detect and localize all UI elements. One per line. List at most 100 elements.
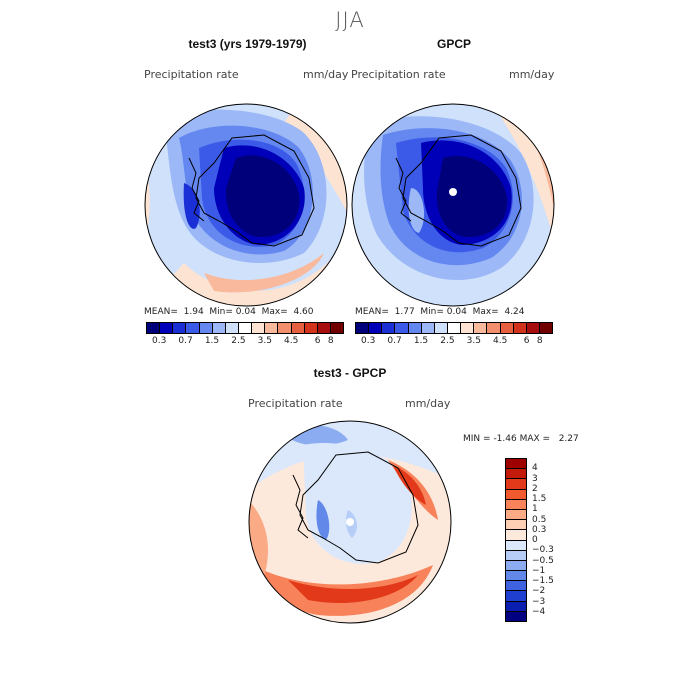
- obs-colorbar-swatch: [408, 323, 422, 333]
- model-colorbar-tick-label: 2.5: [231, 336, 246, 346]
- obs-colorbar-tick-label: 3.5: [466, 336, 481, 346]
- diff-colorbar-swatch: [506, 499, 526, 510]
- obs-precip-field: [352, 104, 554, 306]
- obs-colorbar-swatch: [526, 323, 540, 333]
- diff-colorbar-tick-label: 0.3: [532, 524, 547, 535]
- obs-colorbar-tick-label: 8: [536, 336, 543, 346]
- model-max-label: Max=: [261, 307, 288, 317]
- diff-polar-map: [248, 420, 452, 624]
- model-colorbar-swatch: [173, 323, 187, 333]
- obs-mean-label: MEAN=: [355, 307, 389, 317]
- diff-colorbar-swatch: [506, 560, 526, 572]
- model-max-value: 4.60: [293, 307, 314, 317]
- obs-colorbar-swatch: [513, 323, 527, 333]
- model-colorbar-swatch: [317, 323, 331, 333]
- diff-colorbar-tick-label: 0.5: [532, 514, 547, 525]
- diff-colorbar-swatch: [506, 489, 526, 500]
- obs-min-label: Min=: [420, 307, 444, 317]
- figure-title: JJA: [335, 8, 365, 32]
- diff-colorbar-swatch: [506, 509, 526, 521]
- diff-colorbar-tick-label: −1: [532, 565, 546, 576]
- obs-colorbar-tick-label: 6: [523, 336, 530, 346]
- obs-colorbar-swatch: [500, 323, 514, 333]
- diff-panel-title: test3 - GPCP: [313, 366, 387, 380]
- obs-colorbar-ticks: 0.3 0.7 1.5 2.5 3.5 4.5 6 8: [355, 336, 553, 348]
- diff-colorbar-swatch: [506, 540, 526, 551]
- diff-colorbar-tick-label: 2: [532, 483, 538, 494]
- model-colorbar-tick-label: 8: [327, 336, 334, 346]
- diff-colorbar-swatch: [506, 469, 526, 480]
- model-stats: MEAN= 1.94 Min= 0.04 Max= 4.60: [144, 307, 314, 317]
- diff-colorbar-swatch: [506, 459, 526, 470]
- diff-stats: MIN = -1.46 MAX = 2.27: [463, 434, 579, 444]
- model-colorbar-tick-label: 4.5: [284, 336, 299, 346]
- model-colorbar-tick-label: 1.5: [204, 336, 220, 346]
- obs-max-value: 4.24: [504, 307, 525, 317]
- obs-max-label: Max=: [472, 307, 499, 317]
- model-colorbar-swatch: [225, 323, 239, 333]
- model-colorbar-swatch: [238, 323, 253, 333]
- diff-min-value: -1.46: [493, 434, 517, 444]
- model-colorbar-swatch: [147, 323, 161, 333]
- obs-colorbar-swatch: [369, 323, 383, 333]
- obs-colorbar-swatch: [421, 323, 435, 333]
- diff-colorbar-tick-label: −3: [532, 596, 546, 607]
- model-colorbar-tick-label: 6: [314, 336, 321, 346]
- diff-colorbar-tick-label: −1.5: [532, 576, 554, 586]
- model-colorbar-swatch: [265, 323, 279, 333]
- diff-variable-label: Precipitation rate: [248, 397, 343, 410]
- diff-colorbar-tick-label: 3: [532, 473, 538, 484]
- diff-colorbar-ticks: 4 3 2 1.5 1 0.5 0.3 0 −0.3 −0.5 −1 −1.5 −2 −3 −4: [532, 458, 572, 622]
- diff-colorbar-swatch: [506, 550, 526, 561]
- diff-colorbar-tick-label: 4: [532, 463, 538, 474]
- obs-colorbar-swatch: [356, 323, 370, 333]
- obs-colorbar-swatch: [434, 323, 448, 333]
- model-mean-value: 1.94: [183, 307, 204, 317]
- diff-colorbar-tick-label: 1: [532, 504, 538, 515]
- diff-colorbar-swatch: [506, 611, 526, 621]
- obs-colorbar: [355, 322, 553, 334]
- model-colorbar-swatch: [160, 323, 174, 333]
- obs-mean-value: 1.77: [394, 307, 415, 317]
- obs-stats: MEAN= 1.77 Min= 0.04 Max= 4.24: [355, 307, 525, 317]
- diff-colorbar-swatch: [506, 591, 526, 602]
- obs-units-label: mm/day: [509, 68, 555, 81]
- obs-colorbar-swatch: [539, 323, 553, 333]
- model-min-label: Min=: [209, 307, 233, 317]
- model-min-value: 0.04: [235, 307, 256, 317]
- model-colorbar-swatch: [304, 323, 318, 333]
- obs-variable-label: Precipitation rate: [351, 68, 446, 81]
- diff-colorbar-tick-label: −2: [532, 586, 546, 597]
- obs-colorbar-swatch: [461, 323, 475, 333]
- obs-colorbar-swatch: [487, 323, 501, 333]
- model-colorbar-swatch: [212, 323, 226, 333]
- model-colorbar-swatch: [186, 323, 200, 333]
- diff-colorbar-swatch: [506, 530, 526, 541]
- obs-colorbar-tick-label: 0.3: [361, 336, 376, 346]
- obs-colorbar-swatch: [447, 323, 462, 333]
- diff-max-value: 2.27: [558, 434, 579, 444]
- diff-colorbar-swatch: [506, 601, 526, 612]
- model-colorbar-swatch: [291, 323, 305, 333]
- diff-colorbar-tick-label: −0.5: [532, 555, 554, 566]
- diff-colorbar-swatch: [506, 520, 526, 531]
- model-colorbar-tick-label: 0.7: [178, 336, 193, 346]
- model-variable-label: Precipitation rate: [144, 68, 239, 81]
- model-colorbar-tick-label: 3.5: [257, 336, 272, 346]
- diff-colorbar-tick-label: 1.5: [532, 494, 547, 504]
- obs-polar-map: [351, 103, 555, 307]
- model-polar-map: [144, 103, 348, 307]
- diff-min-label: MIN =: [463, 434, 491, 444]
- diff-colorbar-swatch: [506, 479, 526, 490]
- model-units-label: mm/day: [303, 68, 349, 81]
- model-colorbar-ticks: 0.3 0.7 1.5 2.5 3.5 4.5 6 8: [146, 336, 344, 348]
- model-colorbar-swatch: [252, 323, 266, 333]
- diff-colorbar-tick-label: 0: [532, 535, 538, 545]
- diff-max-label: MAX =: [519, 434, 551, 444]
- obs-min-value: 0.04: [446, 307, 467, 317]
- obs-colorbar-swatch: [382, 323, 396, 333]
- model-colorbar: [146, 322, 344, 334]
- obs-colorbar-tick-label: 0.7: [387, 336, 402, 346]
- diff-colorbar: [505, 458, 527, 622]
- model-colorbar-swatch: [199, 323, 213, 333]
